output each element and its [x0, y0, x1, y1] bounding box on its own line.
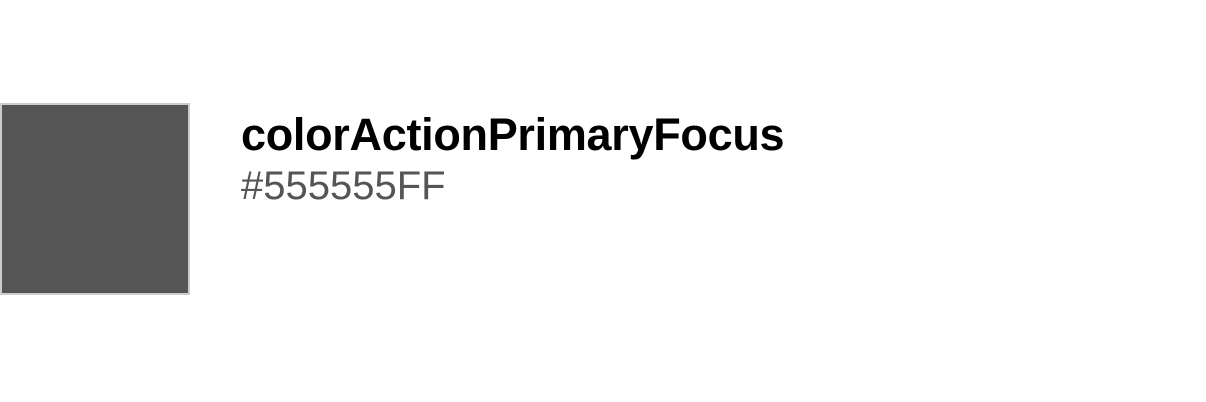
- color-swatch: [0, 103, 190, 295]
- token-hex-value: #555555FF: [241, 164, 446, 208]
- token-info: colorActionPrimaryFocus #555555FF: [241, 108, 785, 210]
- token-name: colorActionPrimaryFocus: [241, 109, 785, 160]
